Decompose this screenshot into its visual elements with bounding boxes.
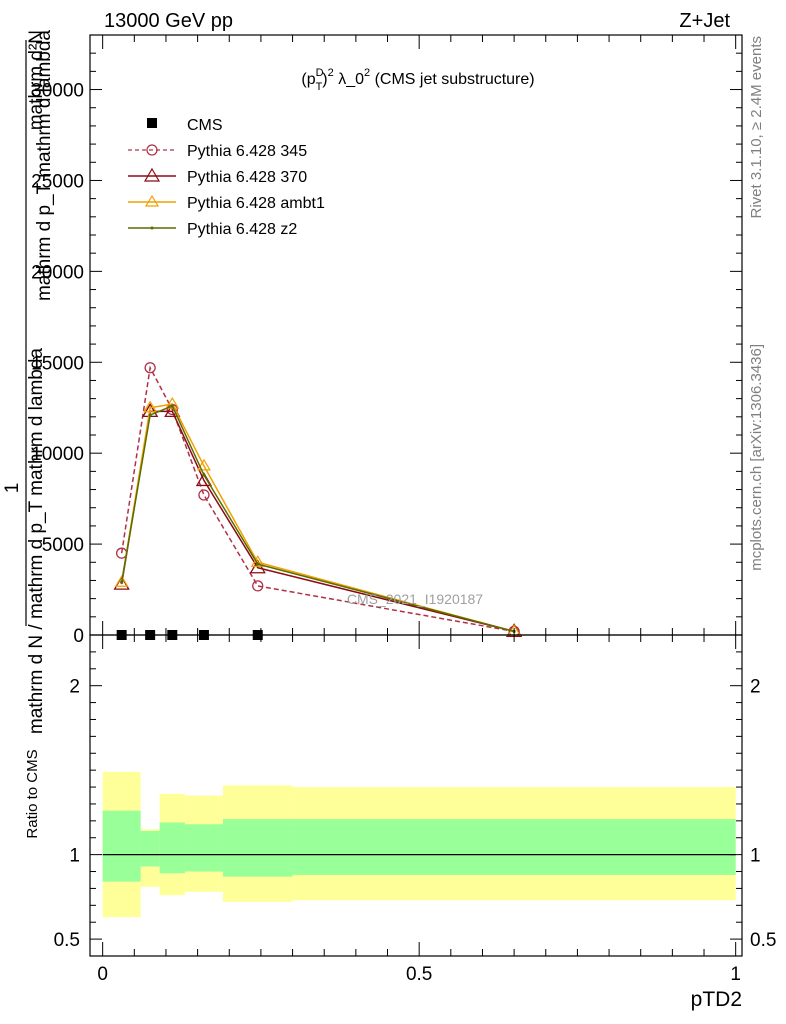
x-tick-label: 0 (97, 964, 108, 985)
ratio-ylabel: Ratio to CMS (24, 749, 41, 838)
main-ytick-label: 5000 (42, 535, 84, 556)
marker-ambt1 (114, 575, 129, 587)
legend-marker-370 (143, 167, 161, 182)
ratio-ytick-label-right: 2 (750, 677, 761, 698)
main-ytick-label: 15000 (31, 353, 84, 374)
ylabel-line2: mathrm d p_T mathrm d lambda (34, 30, 55, 301)
legend-label-cms: CMS (187, 117, 223, 134)
main-ytick-label: 30000 (31, 81, 84, 102)
ratio-inner-band-2 (159, 822, 185, 874)
legend-label-345: Pythia 6.428 345 (187, 143, 307, 160)
main-ytick-label: 0 (73, 626, 84, 647)
ratio-bands (102, 771, 736, 918)
legend-marker-z2 (150, 226, 154, 230)
series-line-z2 (120, 404, 515, 633)
marker-z2 (170, 404, 174, 408)
mcplots-label: mcplots.cern.ch [arXiv:1306.3436] (748, 344, 765, 571)
legend-label-370: Pythia 6.428 370 (187, 169, 307, 186)
ratio-ytick-label-left: 2 (69, 677, 80, 698)
ratio-inner-band-5 (292, 819, 736, 875)
ratio-ytick-label-right: 0.5 (750, 930, 776, 951)
main-series-layer (113, 362, 523, 640)
ylabel-line1: mathrm d²N (26, 30, 47, 130)
x-tick-label: 0.5 (406, 964, 432, 985)
legend-label-ambt1: Pythia 6.428 ambt1 (187, 195, 325, 212)
x-tick-labels: 0 0.5 1 (97, 964, 741, 985)
plot-title: (pD T)2 λ_02 (CMS jet substructure) (301, 67, 534, 93)
marker-ambt1 (165, 396, 180, 409)
legend-marker-345 (146, 144, 158, 156)
marker-z2 (256, 562, 260, 566)
legend-label-z2: Pythia 6.428 z2 (187, 221, 297, 238)
main-ylabel: mathrm d²N mathrm d p_T mathrm d lambda … (2, 30, 55, 735)
main-ytick-label: 10000 (31, 444, 84, 465)
ylabel-line4: mathrm d N / mathrm d p_T mathrm d lambd… (26, 348, 47, 735)
series-line-ambt1 (120, 403, 515, 633)
marker-ambt1 (143, 400, 158, 413)
analysis-watermark: CMS_2021_I1920187 (347, 591, 483, 607)
ratio-inner-band-3 (184, 824, 223, 872)
marker-345 (252, 580, 264, 592)
ratio-inner-band-0 (102, 810, 141, 882)
ratio-axes: 0.5 0.5 1 1 2 2 (54, 634, 776, 957)
ratio-inner-band-4 (222, 819, 293, 877)
marker-345 (198, 489, 210, 501)
ylabel-line3: 1 (2, 483, 23, 494)
ratio-inner-band-1 (140, 830, 160, 867)
series-line-p345 (120, 365, 515, 633)
marker-z2 (202, 473, 206, 477)
rivet-version-label: Rivet 3.1.10, ≥ 2.4M events (748, 36, 765, 219)
ratio-ytick-label-left: 0.5 (54, 930, 80, 951)
x-axis-label: pTD2 (691, 988, 742, 1011)
marker-ambt1 (196, 458, 212, 471)
marker-z2 (120, 580, 124, 584)
ratio-ytick-label-left: 1 (69, 846, 80, 867)
header-left-title: 13000 GeV pp (104, 10, 233, 32)
legend: CMS Pythia 6.428 345 Pythia 6.428 370 Py… (128, 117, 325, 238)
header-right-title: Z+Jet (679, 10, 730, 32)
legend-marker-cms (147, 118, 157, 128)
marker-ambt1 (250, 555, 265, 567)
legend-marker-ambt1 (144, 194, 160, 207)
main-ytick-label: 25000 (31, 171, 84, 192)
ratio-ytick-label-right: 1 (750, 846, 761, 867)
ratio-frame (89, 634, 743, 957)
x-tick-label: 1 (730, 964, 741, 985)
marker-345 (144, 362, 156, 374)
marker-z2 (148, 413, 152, 417)
main-ytick-label: 20000 (31, 262, 84, 283)
main-axes: 0 5000 10000 15000 20000 25000 30000 (31, 34, 743, 647)
